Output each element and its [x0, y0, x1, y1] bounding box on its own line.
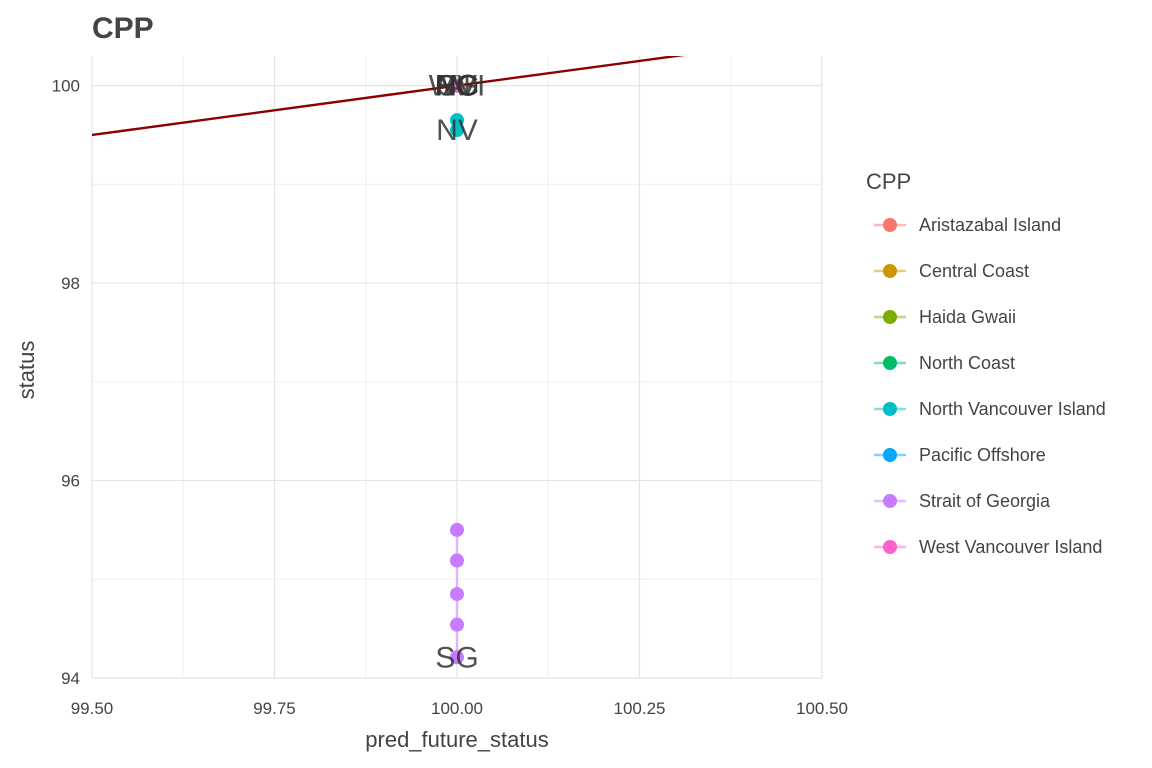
legend-key-point: [883, 356, 897, 370]
legend-item-label: Haida Gwaii: [919, 307, 1016, 327]
x-tick-label: 100.00: [431, 699, 483, 718]
chart-title: CPP: [92, 12, 154, 45]
legend-item-label: North Vancouver Island: [919, 399, 1106, 419]
point-annotation: HG: [435, 70, 480, 103]
legend-key-point: [883, 448, 897, 462]
data-point: [450, 522, 464, 537]
data-point: [450, 113, 464, 128]
y-tick-label: 100: [52, 77, 80, 96]
legend-item-label: West Vancouver Island: [919, 537, 1102, 557]
legend-item-label: Aristazabal Island: [919, 215, 1061, 235]
point-annotation: NC: [435, 70, 478, 103]
point-annotation: SG: [435, 641, 478, 674]
data-point: [450, 123, 464, 138]
y-axis-label: status: [14, 341, 39, 400]
legend-key-point: [883, 494, 897, 508]
data-point: [450, 78, 464, 93]
point-annotation: PO: [435, 70, 478, 103]
plot-area: [92, 56, 685, 665]
legend-item-label: Central Coast: [919, 261, 1029, 281]
legend-item-label: Strait of Georgia: [919, 491, 1051, 511]
tick-layer: 99.50 99.75 100.00 100.25 100.50 94 96 98 100: [52, 77, 848, 718]
y-tick-label: 98: [61, 274, 80, 293]
legend-item-label: Pacific Offshore: [919, 445, 1046, 465]
legend-key-point: [883, 402, 897, 416]
data-point: [450, 587, 464, 602]
legend-title: CPP: [866, 169, 911, 194]
data-point: [450, 553, 464, 568]
legend-key-point: [883, 218, 897, 232]
point-annotation: NV: [436, 114, 478, 147]
x-tick-label: 99.50: [71, 699, 114, 718]
x-tick-label: 100.25: [614, 699, 666, 718]
y-tick-label: 96: [61, 472, 80, 491]
legend: Aristazabal Island Central Coast Haida Gwa…: [874, 215, 1106, 557]
point-annotation: WVI: [429, 70, 486, 103]
x-tick-label: 99.75: [253, 699, 296, 718]
legend-key-point: [883, 264, 897, 278]
point-annotation: CC: [435, 70, 478, 103]
x-tick-label: 100.50: [796, 699, 848, 718]
x-axis-label: pred_future_status: [365, 727, 548, 752]
legend-key-point: [883, 310, 897, 324]
data-point: [450, 650, 464, 665]
data-point: [450, 617, 464, 632]
point-annotation: AI: [443, 70, 471, 103]
y-tick-label: 94: [61, 669, 80, 688]
legend-key-point: [883, 540, 897, 554]
legend-item-label: North Coast: [919, 353, 1015, 373]
